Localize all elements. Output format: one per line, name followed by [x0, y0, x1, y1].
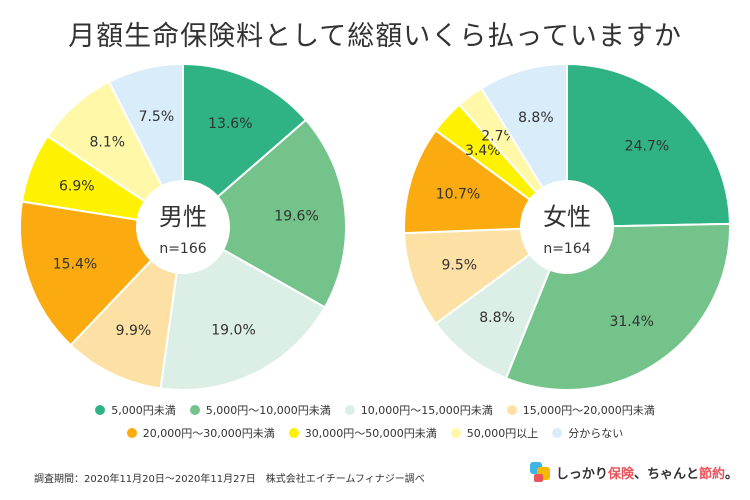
legend-row-1: 5,000円未満 5,000円〜10,000円未満 10,000円〜15,000… [0, 402, 750, 418]
slice-label: 13.6% [208, 116, 252, 132]
slice-label: 9.5% [441, 258, 477, 274]
legend-swatch [126, 428, 137, 438]
legend-swatch [552, 428, 563, 438]
legend-label: 50,000円以上 [466, 427, 539, 440]
slice-label: 7.5% [139, 109, 175, 125]
pie-sample-size: n=166 [159, 241, 206, 257]
legend-label: 分からない [568, 427, 624, 440]
legend-item: 分からない [552, 425, 623, 441]
legend-swatch [450, 428, 461, 438]
slice-label: 8.1% [89, 135, 125, 151]
slice-label: 10.7% [436, 186, 480, 202]
legend-item: 5,000円〜10,000円未満 [189, 402, 331, 418]
legend-item: 15,000円〜20,000円未満 [506, 402, 655, 418]
survey-note: 調査期間：2020年11月20日〜2020年11月27日 株式会社エイチームフィ… [34, 474, 425, 485]
legend-swatch [288, 428, 299, 438]
legend: 5,000円未満 5,000円〜10,000円未満 10,000円〜15,000… [0, 402, 750, 448]
logo-icon [529, 462, 550, 482]
slice-label: 8.8% [479, 310, 515, 326]
legend-swatch [344, 405, 355, 415]
pie-center [136, 180, 230, 274]
pie-slice [69, 224, 185, 390]
pie-slice [434, 224, 570, 380]
pie-center-label: 女性 [543, 203, 591, 231]
legend-label: 20,000円〜30,000円未満 [142, 427, 275, 440]
slice-label: 3.4% [465, 143, 501, 159]
pie-slice [181, 118, 347, 309]
slice-label: 8.8% [518, 110, 554, 126]
slice-label: 19.0% [211, 322, 255, 338]
legend-swatch [506, 405, 517, 415]
pie-slice [566, 62, 731, 229]
legend-label: 15,000円〜20,000円未満 [522, 404, 655, 417]
legend-item: 50,000円以上 [450, 425, 539, 441]
pie-sample-size: n=164 [543, 241, 590, 257]
pie-center [520, 180, 614, 274]
slice-label: 24.7% [625, 139, 669, 155]
legend-row-2: 20,000円〜30,000円未満 30,000円〜50,000円未満 50,0… [0, 425, 750, 441]
pie-slice [182, 62, 308, 230]
slice-label: 15.4% [53, 257, 97, 273]
legend-item: 30,000円〜50,000円未満 [288, 425, 437, 441]
legend-label: 30,000円〜50,000円未満 [304, 427, 437, 440]
legend-swatch [189, 405, 200, 415]
slice-label: 19.6% [274, 209, 318, 225]
legend-item: 20,000円〜30,000円未満 [126, 425, 275, 441]
legend-item: 5,000円未満 [95, 402, 176, 418]
slice-label: 9.9% [116, 323, 152, 339]
legend-label: 5,000円〜10,000円未満 [205, 404, 331, 417]
legend-swatch [95, 405, 106, 415]
pie-center-label: 男性 [159, 203, 207, 231]
brand-logo: しっかり保険、ちゃんと節約。 [529, 462, 738, 482]
legend-label: 5,000円未満 [111, 404, 176, 417]
pie-chart-2: 24.7%31.4%8.8%9.5%10.7%3.4%2.7%8.8%女性n=1… [403, 62, 731, 391]
logo-text: しっかり保険、ちゃんと節約。 [555, 466, 738, 482]
chart-title: 月額生命保険料として総額いくら払っていますか [68, 21, 682, 52]
slice-label: 31.4% [609, 314, 653, 330]
legend-label: 10,000円〜15,000円未満 [360, 404, 493, 417]
slice-label: 6.9% [59, 178, 95, 194]
pie-chart-1: 13.6% 19.6% 19.0% 9.9% 15.4% 6.9% 8.1% 7.5% 男性 n=… [19, 62, 347, 391]
legend-item: 10,000円〜15,000円未満 [344, 402, 493, 418]
pie-slice [403, 225, 571, 326]
